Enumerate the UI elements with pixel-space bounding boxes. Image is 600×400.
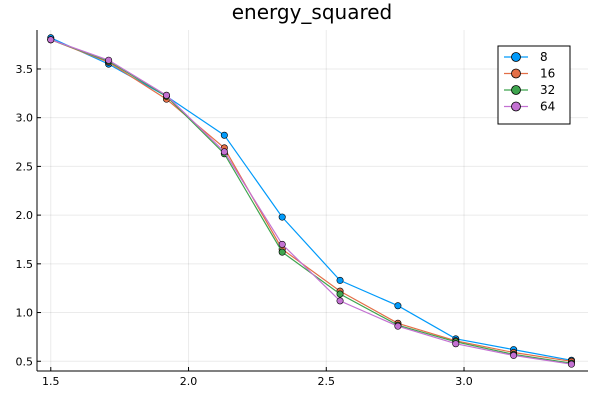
y-tick-label: 1.5 bbox=[16, 258, 34, 271]
data-point bbox=[48, 37, 54, 43]
y-tick-label: 1.0 bbox=[16, 307, 34, 320]
data-point bbox=[279, 214, 285, 220]
series-64 bbox=[48, 37, 575, 368]
y-tick-label: 3.5 bbox=[16, 63, 34, 76]
data-point bbox=[163, 92, 169, 98]
series-line bbox=[51, 40, 572, 364]
x-tick-label: 1.5 bbox=[42, 375, 60, 388]
legend-box bbox=[498, 46, 570, 124]
data-point bbox=[453, 341, 459, 347]
legend-label: 32 bbox=[540, 83, 555, 97]
series-layer bbox=[48, 35, 575, 368]
x-tick-label: 3.0 bbox=[455, 375, 473, 388]
series-line bbox=[51, 40, 572, 362]
data-point bbox=[395, 323, 401, 329]
legend-label: 8 bbox=[540, 50, 548, 64]
data-point bbox=[221, 149, 227, 155]
legend-label: 64 bbox=[540, 100, 555, 114]
legend-swatch-marker bbox=[512, 86, 521, 95]
legend-swatch-marker bbox=[512, 53, 521, 62]
y-tick-label: 0.5 bbox=[16, 355, 34, 368]
series-16 bbox=[48, 37, 575, 365]
x-tick-label: 2.0 bbox=[180, 375, 198, 388]
y-tick-label: 2.5 bbox=[16, 160, 34, 173]
legend-swatch-marker bbox=[512, 69, 521, 78]
series-line bbox=[51, 40, 572, 365]
series-8 bbox=[48, 35, 575, 364]
data-point bbox=[510, 352, 516, 358]
series-32 bbox=[48, 37, 575, 367]
data-point bbox=[221, 132, 227, 138]
data-point bbox=[395, 303, 401, 309]
data-point bbox=[105, 57, 111, 63]
data-point bbox=[279, 249, 285, 255]
y-tick-label: 2.0 bbox=[16, 209, 34, 222]
data-point bbox=[337, 291, 343, 297]
x-axis-ticks: 1.5 2.0 2.5 3.0 bbox=[42, 367, 473, 388]
data-point bbox=[337, 277, 343, 283]
data-point bbox=[279, 241, 285, 247]
chart-title: energy_squared bbox=[232, 0, 393, 24]
data-point bbox=[568, 361, 574, 367]
legend-label: 16 bbox=[540, 67, 555, 81]
y-tick-label: 3.0 bbox=[16, 112, 34, 125]
x-tick-label: 2.5 bbox=[318, 375, 336, 388]
series-line bbox=[51, 38, 572, 361]
legend: 8 16 32 64 bbox=[498, 46, 570, 124]
data-point bbox=[337, 298, 343, 304]
legend-swatch-marker bbox=[512, 102, 521, 111]
